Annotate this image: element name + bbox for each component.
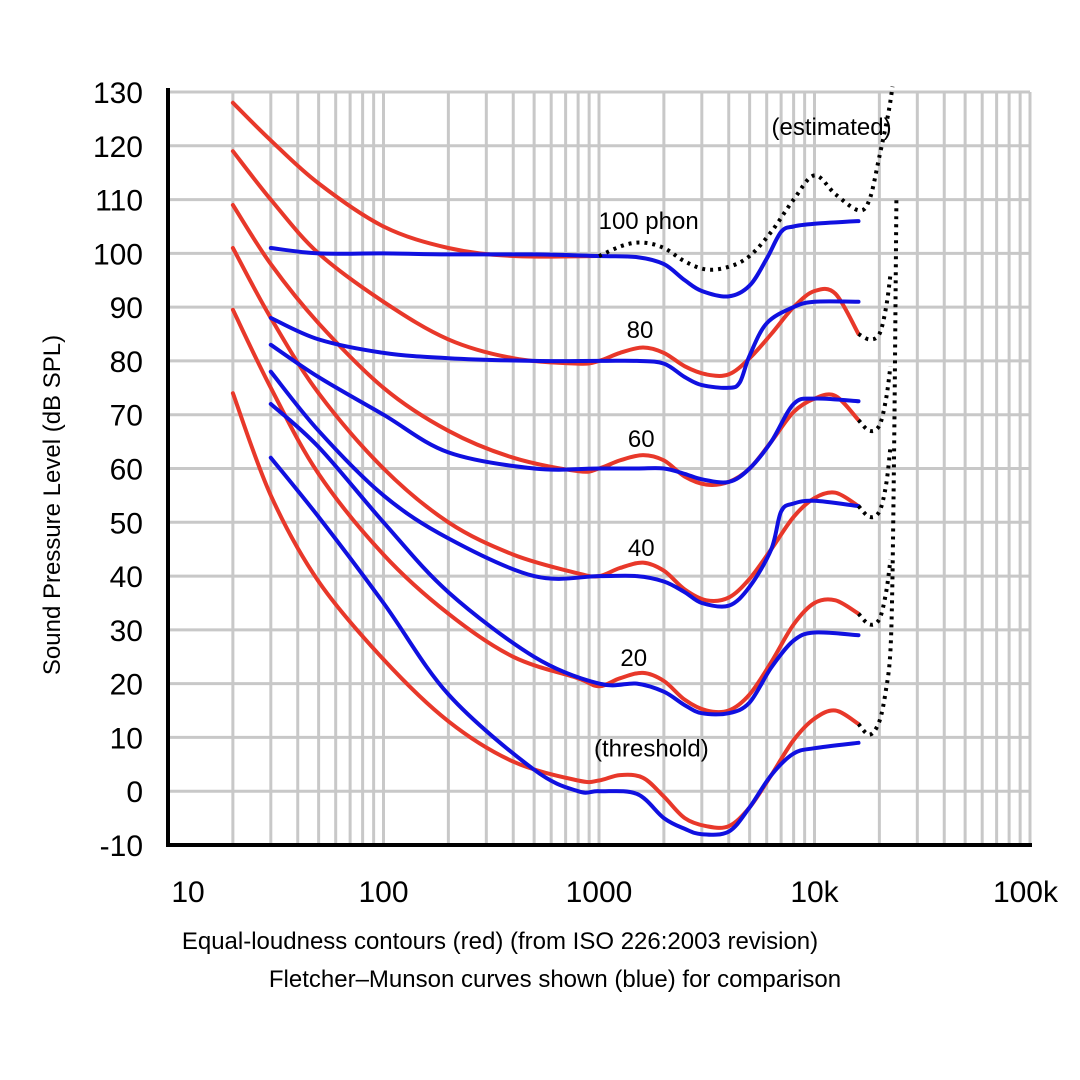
y-tick-label: 110 xyxy=(95,185,143,218)
fletcher-curve-60-phon xyxy=(268,342,861,485)
fletcher-curve-40-phon xyxy=(268,369,861,609)
iso-curve-0-phon xyxy=(230,391,861,830)
x-tick-label: 100 xyxy=(358,876,408,909)
caption-line-2: Fletcher–Munson curves shown (blue) for … xyxy=(269,966,841,993)
y-tick-label: 130 xyxy=(93,77,143,110)
estimated-curve-80-phon xyxy=(857,274,893,342)
fletcher-curve-100-phon xyxy=(268,219,861,299)
y-axis-label: Sound Pressure Level (dB SPL) xyxy=(39,335,66,675)
x-tick-label: 100k xyxy=(993,876,1059,909)
caption-line-1: Equal-loudness contours (red) (from ISO … xyxy=(182,928,818,955)
estimated-curve-40-phon xyxy=(857,446,893,520)
curve-annotation: 80 xyxy=(627,317,654,344)
curve-annotation: 20 xyxy=(620,645,647,672)
iso-curve-60-phon xyxy=(230,203,861,487)
y-tick-label: 120 xyxy=(93,131,143,164)
x-tick-label: 10 xyxy=(171,876,204,909)
estimated-curve-60-phon xyxy=(857,366,893,434)
y-tick-label: 100 xyxy=(93,238,143,271)
iso-curve-100-phon xyxy=(230,100,601,259)
y-tick-label: 90 xyxy=(110,292,143,325)
fletcher-curve-80-phon xyxy=(268,299,861,390)
iso-curve-80-phon xyxy=(230,149,861,378)
y-tick-label: 30 xyxy=(110,615,143,648)
curve-annotation: 100 phon xyxy=(599,208,699,235)
y-tick-label: 80 xyxy=(110,346,143,379)
x-tick-label: 1000 xyxy=(566,876,633,909)
fletcher-curve-0-phon xyxy=(268,455,861,837)
iso-curve-40-phon xyxy=(230,246,861,603)
y-tick-label: -10 xyxy=(100,830,143,863)
estimated-curve-20-phon xyxy=(857,559,893,627)
estimated-curve-0-phon xyxy=(856,199,899,737)
iso-curve-20-phon xyxy=(230,307,861,715)
tick-labels: -10 0 10 20 30 40 50 60 70 80 90 100 110 120 130 10 100 1… xyxy=(93,77,1059,909)
curve-annotation: (threshold) xyxy=(594,735,709,762)
curve-annotation: 40 xyxy=(628,535,655,562)
x-tick-label: 10k xyxy=(790,876,839,909)
curve-annotation: (estimated) xyxy=(772,114,892,141)
axes xyxy=(166,88,1032,847)
fletcher-curve-20-phon xyxy=(268,402,861,717)
y-tick-label: 20 xyxy=(110,669,143,702)
y-tick-label: 10 xyxy=(110,722,143,755)
y-tick-label: 40 xyxy=(110,561,143,594)
series xyxy=(230,86,899,837)
y-tick-label: 50 xyxy=(110,507,143,540)
curve-annotation: 60 xyxy=(628,426,655,453)
y-tick-label: 60 xyxy=(110,454,143,487)
y-tick-label: 70 xyxy=(110,400,143,433)
annotations: (estimated) 100 phon 80 60 40 20 (threshold) xyxy=(594,114,892,762)
y-tick-label: 0 xyxy=(126,776,143,809)
